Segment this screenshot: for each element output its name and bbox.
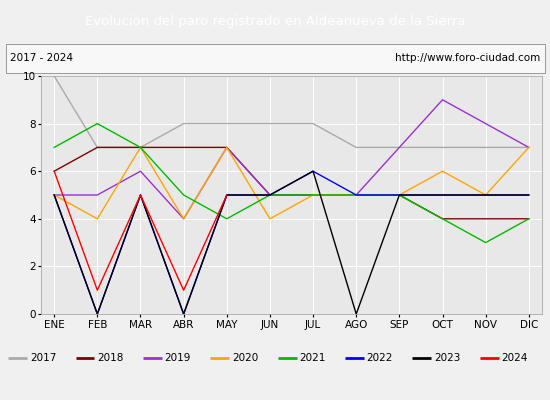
Text: http://www.foro-ciudad.com: http://www.foro-ciudad.com xyxy=(395,54,540,64)
Text: 2018: 2018 xyxy=(97,353,124,363)
Text: 2020: 2020 xyxy=(232,353,258,363)
Text: 2017: 2017 xyxy=(30,353,56,363)
Text: 2017 - 2024: 2017 - 2024 xyxy=(10,54,73,64)
Text: 2022: 2022 xyxy=(367,353,393,363)
Text: 2019: 2019 xyxy=(164,353,191,363)
Text: Evolucion del paro registrado en Aldeanueva de la Sierra: Evolucion del paro registrado en Aldeanu… xyxy=(85,14,465,28)
Text: 2021: 2021 xyxy=(299,353,326,363)
Text: 2024: 2024 xyxy=(502,353,528,363)
Text: 2023: 2023 xyxy=(434,353,460,363)
